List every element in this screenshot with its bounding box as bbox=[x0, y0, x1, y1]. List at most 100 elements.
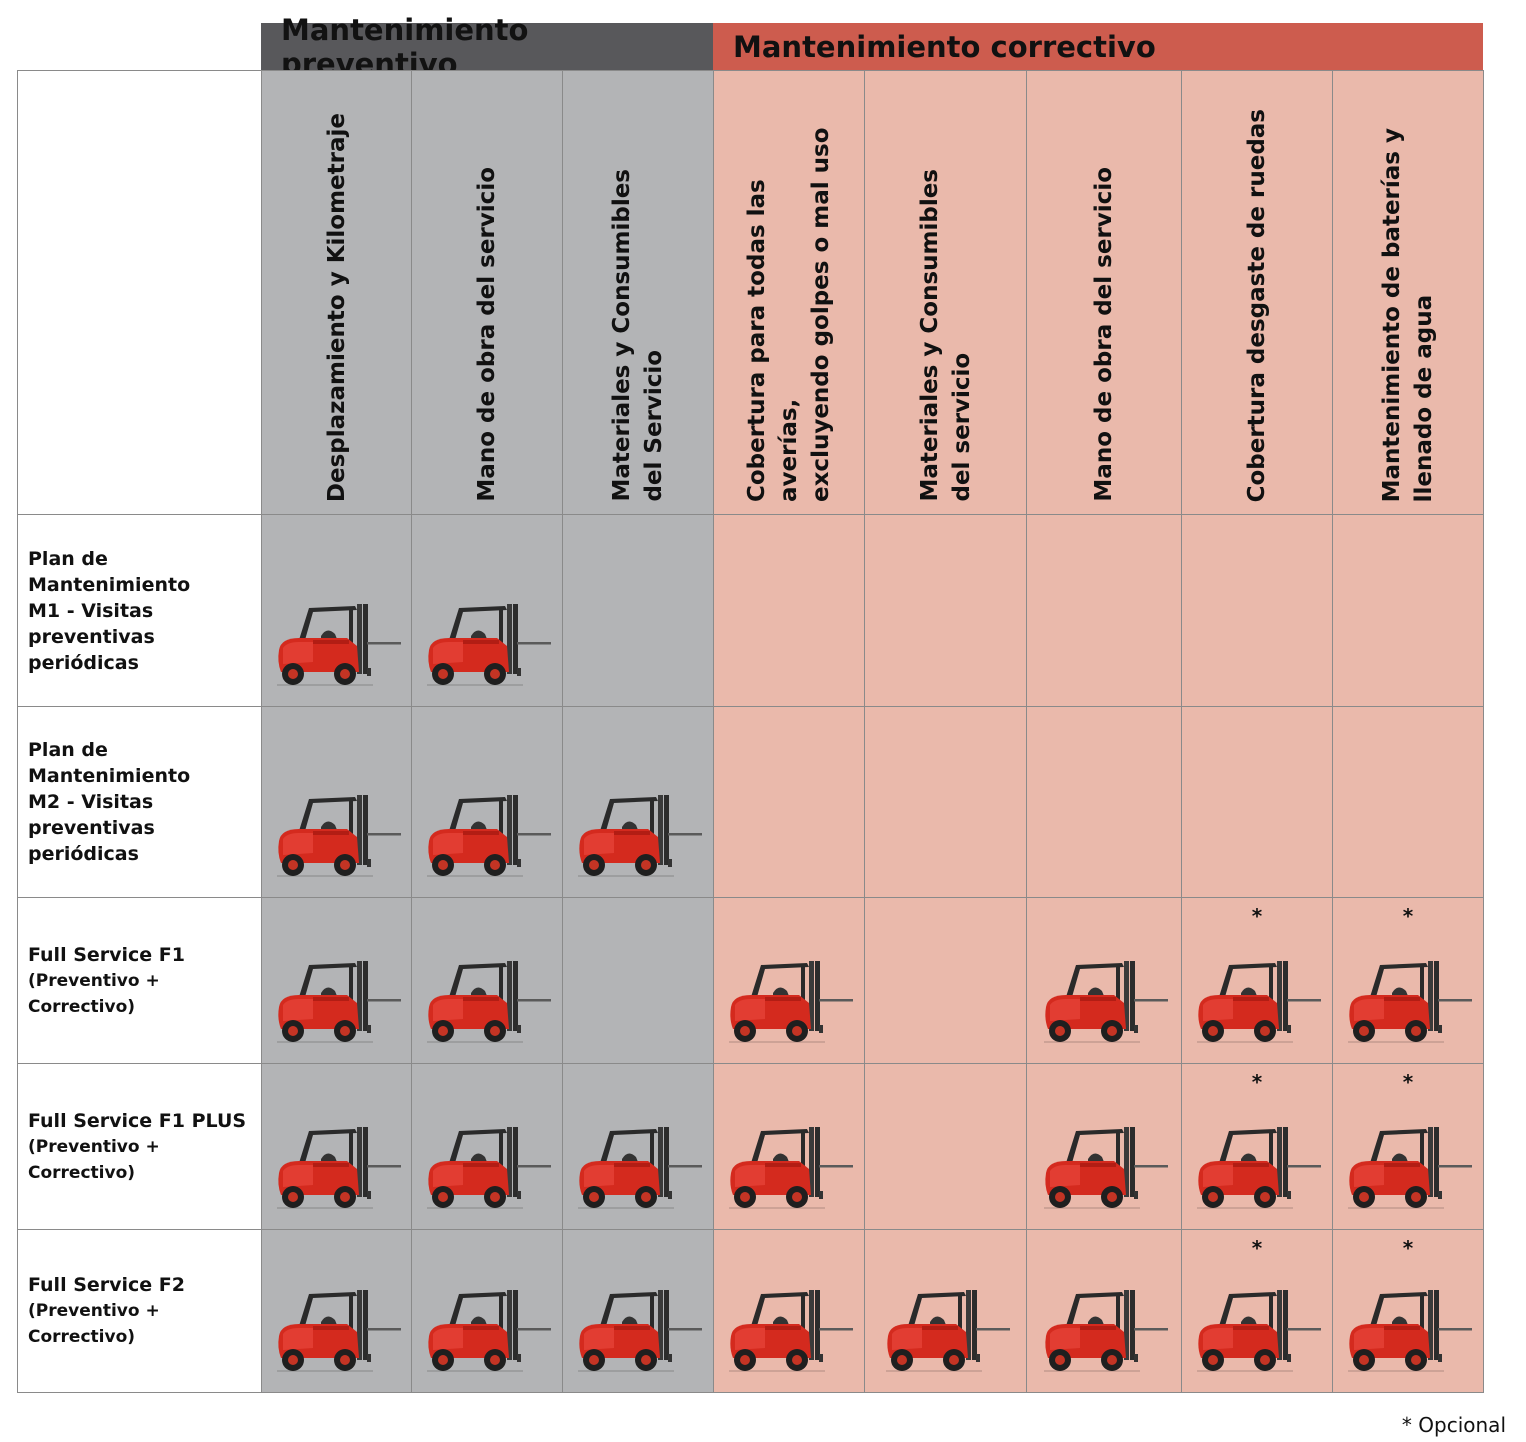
forklift-icon bbox=[574, 793, 702, 879]
optional-marker: * bbox=[1402, 1236, 1414, 1260]
plan-row-label: Full Service F1 PLUS (Preventivo + Correc… bbox=[17, 1063, 262, 1230]
column-header: Materiales y Consumibles del servicio bbox=[864, 70, 1027, 515]
coverage-cell bbox=[1026, 514, 1182, 707]
forklift-icon bbox=[1344, 1288, 1472, 1374]
optional-marker: * bbox=[1251, 904, 1263, 928]
coverage-cell bbox=[864, 514, 1027, 707]
plan-row-label: Plan de Mantenimiento M1 - Visitas preve… bbox=[17, 514, 262, 707]
coverage-cell bbox=[713, 1063, 865, 1230]
coverage-cell bbox=[261, 1063, 412, 1230]
forklift-icon bbox=[1193, 1288, 1321, 1374]
corrective-group-header: Mantenimiento correctivo bbox=[713, 23, 1483, 70]
coverage-cell bbox=[411, 897, 563, 1064]
coverage-cell bbox=[713, 897, 865, 1064]
forklift-icon bbox=[725, 1125, 853, 1211]
column-header: Mantenimiento de baterías y llenado de a… bbox=[1332, 70, 1484, 515]
coverage-cell bbox=[1026, 706, 1182, 898]
forklift-icon bbox=[1344, 959, 1472, 1045]
forklift-icon bbox=[423, 1125, 551, 1211]
coverage-cell bbox=[864, 706, 1027, 898]
coverage-cell bbox=[1026, 1229, 1182, 1393]
forklift-icon bbox=[1040, 1288, 1168, 1374]
coverage-cell bbox=[1181, 514, 1333, 707]
plan-subtitle: (Preventivo + Correctivo) bbox=[28, 1136, 160, 1183]
coverage-cell bbox=[1181, 706, 1333, 898]
forklift-icon bbox=[423, 602, 551, 688]
column-header-label: Cobertura desgaste de ruedas bbox=[1244, 108, 1270, 502]
coverage-cell bbox=[261, 706, 412, 898]
coverage-cell: * bbox=[1181, 897, 1333, 1064]
plan-name: Full Service F1 PLUS bbox=[28, 1109, 247, 1132]
plan-name: Plan de Mantenimiento M1 - Visitas preve… bbox=[28, 547, 191, 674]
coverage-cell bbox=[713, 1229, 865, 1393]
coverage-cell bbox=[261, 514, 412, 707]
forklift-icon bbox=[273, 1125, 401, 1211]
forklift-icon bbox=[1344, 1125, 1472, 1211]
plan-subtitle: (Preventivo + Correctivo) bbox=[28, 970, 160, 1017]
coverage-cell bbox=[411, 514, 563, 707]
column-header: Cobertura desgaste de ruedas bbox=[1181, 70, 1333, 515]
coverage-cell bbox=[1332, 706, 1484, 898]
column-header: Mano de obra del servicio bbox=[1026, 70, 1182, 515]
coverage-cell: * bbox=[1332, 1229, 1484, 1393]
coverage-cell bbox=[562, 897, 714, 1064]
plan-row-label: Full Service F2 (Preventivo + Correctivo) bbox=[17, 1229, 262, 1393]
table-corner bbox=[17, 70, 262, 515]
coverage-cell bbox=[562, 706, 714, 898]
coverage-cell: * bbox=[1181, 1063, 1333, 1230]
optional-footnote: * Opcional bbox=[1401, 1413, 1506, 1437]
column-header-label: Mano de obra del servicio bbox=[474, 167, 500, 502]
plan-row-label: Plan de Mantenimiento M2 - Visitas preve… bbox=[17, 706, 262, 898]
forklift-icon bbox=[273, 602, 401, 688]
coverage-cell bbox=[1026, 1063, 1182, 1230]
column-header-label: Desplazamiento y Kilometraje bbox=[323, 112, 350, 502]
coverage-cell bbox=[562, 514, 714, 707]
coverage-cell bbox=[864, 1229, 1027, 1393]
forklift-icon bbox=[725, 1288, 853, 1374]
coverage-cell bbox=[864, 1063, 1027, 1230]
coverage-cell bbox=[562, 1063, 714, 1230]
plan-row-label: Full Service F1 (Preventivo + Correctivo) bbox=[17, 897, 262, 1064]
column-header: Mano de obra del servicio bbox=[411, 70, 563, 515]
forklift-icon bbox=[1193, 1125, 1321, 1211]
forklift-icon bbox=[574, 1125, 702, 1211]
forklift-icon bbox=[423, 959, 551, 1045]
column-header-label: Cobertura para todas las averías, excluy… bbox=[744, 127, 834, 502]
forklift-icon bbox=[882, 1288, 1010, 1374]
optional-marker: * bbox=[1402, 904, 1414, 928]
forklift-icon bbox=[273, 1288, 401, 1374]
coverage-cell bbox=[713, 706, 865, 898]
forklift-icon bbox=[273, 793, 401, 879]
optional-marker: * bbox=[1251, 1070, 1263, 1094]
column-header-label: Materiales y Consumibles del servicio bbox=[916, 169, 975, 502]
forklift-icon bbox=[1193, 959, 1321, 1045]
column-header-label: Mano de obra del servicio bbox=[1091, 167, 1117, 502]
coverage-cell bbox=[411, 1229, 563, 1393]
coverage-cell bbox=[713, 514, 865, 707]
coverage-cell bbox=[411, 1063, 563, 1230]
coverage-cell: * bbox=[1332, 897, 1484, 1064]
coverage-cell bbox=[261, 897, 412, 1064]
forklift-icon bbox=[725, 959, 853, 1045]
forklift-icon bbox=[273, 959, 401, 1045]
coverage-cell bbox=[411, 706, 563, 898]
plan-name: Plan de Mantenimiento M2 - Visitas preve… bbox=[28, 739, 191, 865]
column-header: Cobertura para todas las averías, excluy… bbox=[713, 70, 865, 515]
forklift-icon bbox=[574, 1288, 702, 1374]
column-header-label: Mantenimiento de baterías y llenado de a… bbox=[1379, 127, 1437, 502]
coverage-cell bbox=[261, 1229, 412, 1393]
coverage-cell bbox=[864, 897, 1027, 1064]
coverage-cell bbox=[1332, 514, 1484, 707]
coverage-cell bbox=[562, 1229, 714, 1393]
plan-name: Full Service F2 bbox=[28, 1274, 186, 1296]
column-header: Materiales y Consumibles del Servicio bbox=[562, 70, 714, 515]
column-header-label: Materiales y Consumibles del Servicio bbox=[609, 169, 667, 502]
forklift-icon bbox=[1040, 959, 1168, 1045]
optional-marker: * bbox=[1402, 1070, 1414, 1094]
optional-marker: * bbox=[1251, 1236, 1263, 1260]
plan-subtitle: (Preventivo + Correctivo) bbox=[28, 1301, 160, 1347]
forklift-icon bbox=[423, 1288, 551, 1374]
coverage-cell: * bbox=[1332, 1063, 1484, 1230]
plan-name: Full Service F1 bbox=[28, 943, 186, 966]
